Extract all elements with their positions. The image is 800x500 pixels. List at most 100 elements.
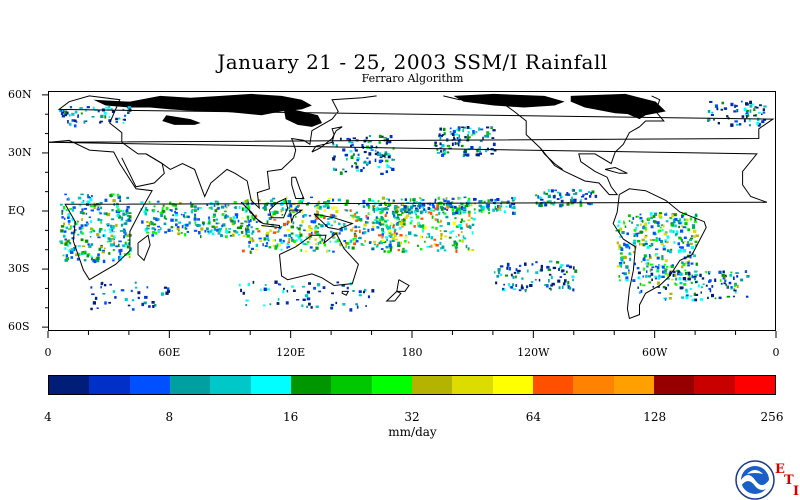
rain-cell xyxy=(551,282,555,286)
rain-cell xyxy=(649,268,652,272)
rain-cell xyxy=(174,203,177,207)
rain-cell xyxy=(208,231,210,235)
rain-cell xyxy=(303,243,306,245)
rain-cell xyxy=(127,233,131,237)
rain-cell xyxy=(687,264,690,267)
rain-cell xyxy=(458,134,460,138)
rain-cell xyxy=(509,205,512,208)
rain-cell xyxy=(449,231,453,234)
rain-cell xyxy=(197,207,199,211)
rain-cell xyxy=(626,232,629,236)
rain-cell xyxy=(688,260,690,263)
rain-cell xyxy=(740,100,743,103)
rain-cell xyxy=(741,115,745,118)
rain-cell xyxy=(482,205,485,210)
rain-cell xyxy=(510,286,514,289)
coastline xyxy=(313,213,354,230)
rain-cell xyxy=(507,263,510,267)
rain-cell xyxy=(500,202,503,205)
rain-cell xyxy=(734,284,736,287)
rain-cell xyxy=(470,204,473,207)
rain-cell xyxy=(625,276,629,280)
rain-cell xyxy=(296,299,300,301)
rain-cell xyxy=(307,202,310,204)
rain-cell xyxy=(326,200,331,203)
rain-cell xyxy=(72,225,75,228)
rain-cell xyxy=(273,244,276,247)
rain-cell xyxy=(664,259,668,263)
rain-cell xyxy=(399,234,403,237)
rain-cell xyxy=(566,203,570,206)
rain-cell xyxy=(662,285,666,289)
rain-cell xyxy=(393,230,396,234)
rain-cell xyxy=(478,200,480,204)
rain-cell xyxy=(354,147,357,150)
rain-cell xyxy=(440,135,443,138)
rain-cell xyxy=(120,223,124,227)
rain-cell xyxy=(434,141,437,144)
rain-cell xyxy=(225,229,229,233)
rain-cell xyxy=(314,231,317,234)
rain-cell xyxy=(675,230,679,234)
rain-cell xyxy=(744,270,748,273)
coastline xyxy=(279,232,359,287)
rain-cell xyxy=(276,231,279,233)
rain-cell xyxy=(663,263,666,266)
rain-cell xyxy=(513,211,516,215)
rain-cell xyxy=(572,200,575,204)
rain-cell xyxy=(117,208,120,212)
rain-cell xyxy=(64,258,68,262)
rain-cell xyxy=(402,247,405,251)
rain-cell xyxy=(202,223,205,226)
rain-cell xyxy=(287,241,290,243)
rain-cell xyxy=(455,207,458,210)
rain-cell xyxy=(431,226,434,229)
rain-cell xyxy=(155,219,159,222)
rain-cell xyxy=(61,211,63,215)
rain-cell xyxy=(159,211,163,214)
rain-cell xyxy=(573,198,577,202)
color-swatch xyxy=(653,376,695,394)
rain-cell xyxy=(454,246,458,249)
rain-cell xyxy=(575,192,578,195)
rain-cell xyxy=(643,225,645,229)
rain-cell xyxy=(96,208,100,211)
rain-cell xyxy=(571,196,573,200)
rain-cell xyxy=(648,281,651,284)
rain-cell xyxy=(442,206,445,209)
rain-cell xyxy=(108,301,111,304)
rain-cell xyxy=(670,230,674,233)
rain-cell xyxy=(506,266,509,270)
rain-cell xyxy=(170,226,174,229)
rain-cell xyxy=(84,224,88,227)
rain-cell xyxy=(565,193,568,196)
rain-cell xyxy=(710,114,714,116)
rain-cell xyxy=(327,221,330,225)
rain-cell xyxy=(559,203,562,208)
rain-cell xyxy=(115,245,119,248)
rain-cell xyxy=(654,276,658,280)
rain-cell xyxy=(81,251,84,254)
rain-cell xyxy=(694,240,698,243)
rain-cell xyxy=(494,206,497,210)
rain-cell xyxy=(362,244,365,246)
rain-cell xyxy=(384,204,388,206)
rain-cell xyxy=(286,242,290,246)
rain-cell xyxy=(115,121,118,123)
rain-cell xyxy=(363,231,367,234)
rain-cell xyxy=(418,205,421,209)
rain-cell xyxy=(666,278,670,280)
rain-cell xyxy=(543,191,546,195)
rain-cell xyxy=(86,254,89,258)
rain-cell xyxy=(392,147,395,150)
rain-cell xyxy=(461,239,464,243)
rain-cell xyxy=(286,220,289,224)
rain-cell xyxy=(415,207,417,212)
rain-cell xyxy=(667,283,669,287)
coastline xyxy=(341,290,350,296)
rain-cell xyxy=(473,197,477,201)
rain-cell xyxy=(693,298,698,302)
color-swatch xyxy=(492,376,533,394)
rain-cell xyxy=(334,215,337,218)
rain-cell xyxy=(152,223,157,226)
